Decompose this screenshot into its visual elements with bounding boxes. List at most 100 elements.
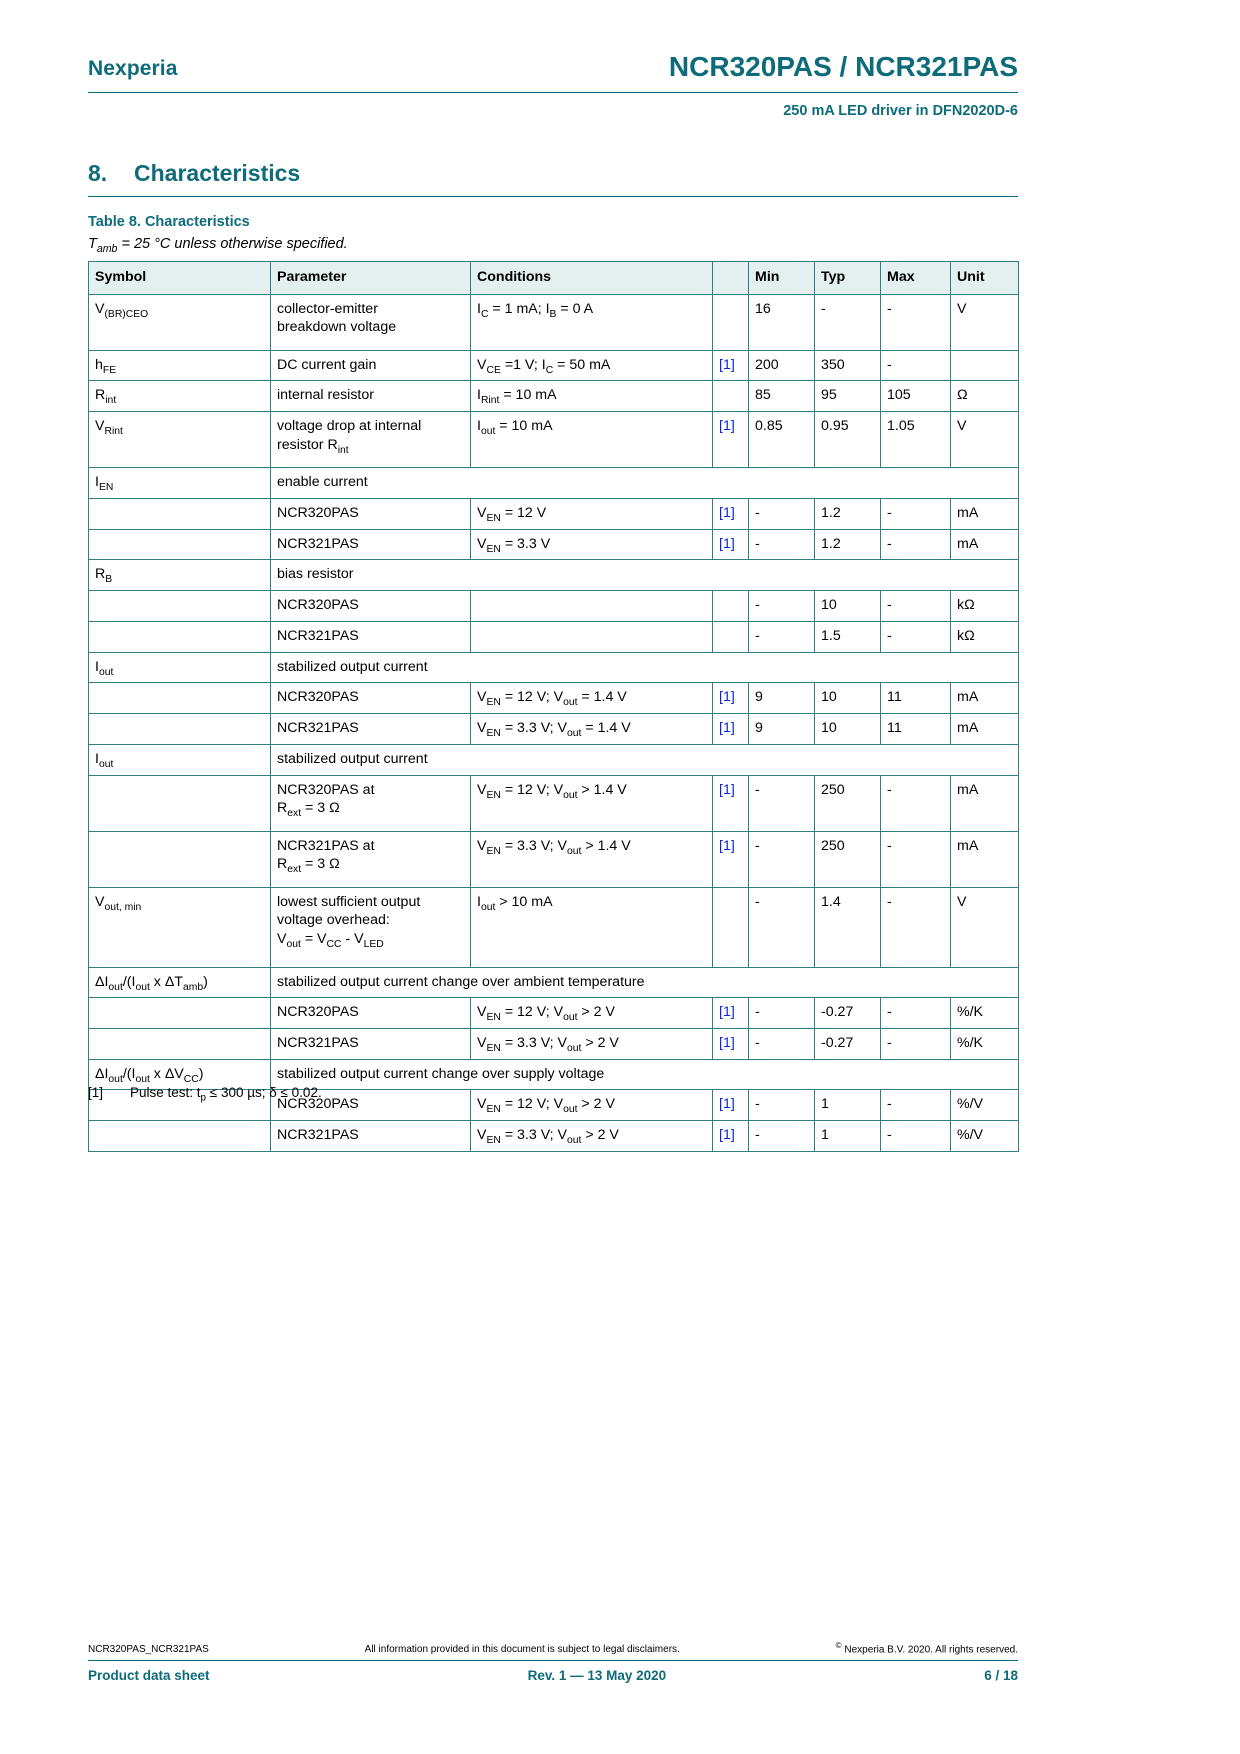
- cell-min: -: [748, 1089, 815, 1122]
- table-row: IEN enable current: [88, 467, 1019, 499]
- table-row: NCR320PAS VEN = 12 V; Vout = 1.4 V [1] 9 10 1…: [88, 682, 1019, 715]
- footnote-link[interactable]: [1]: [719, 720, 735, 737]
- cell-typ: 1.2: [814, 528, 881, 561]
- cell-reference: [1]: [712, 774, 749, 832]
- cell-reference: [1]: [712, 528, 749, 561]
- cell-unit: %/K: [950, 1028, 1019, 1060]
- cell-min: 0.85: [748, 411, 815, 469]
- characteristics-table: Symbol Parameter Conditions Min Typ Max …: [88, 261, 1019, 1152]
- table-row: ΔIout/(Iout x ΔVCC) stabilized output cur…: [88, 1058, 1019, 1091]
- col-header-ref: [712, 261, 749, 295]
- col-header-min: Min: [748, 261, 815, 295]
- footnote-marker: [1]: [88, 1085, 104, 1100]
- footnote-link[interactable]: [1]: [719, 781, 735, 798]
- table-row: Iout stabilized output current: [88, 651, 1019, 684]
- table-row: NCR320PAS VEN = 12 V [1] -1.2- mA: [88, 497, 1019, 530]
- footnote-link[interactable]: [1]: [719, 418, 735, 435]
- cell-group-parameter: stabilized output current change over am…: [270, 966, 1019, 999]
- table-row: NCR320PAS -10- kΩ: [88, 590, 1019, 622]
- cell-symbol: [88, 528, 271, 561]
- cell-symbol: [88, 830, 271, 888]
- cell-reference: [1]: [712, 411, 749, 469]
- cell-typ: 0.95: [814, 411, 881, 469]
- cell-symbol: ΔIout/(Iout x ΔTamb): [88, 966, 271, 999]
- cell-group-parameter: stabilized output current change over su…: [270, 1058, 1019, 1091]
- table-row: V(BR)CEO collector-emitter breakdown volta…: [88, 293, 1019, 351]
- table-row: hFE DC current gain VCE =1 V; IC = 50 mA [1…: [88, 349, 1019, 382]
- cell-min: -: [748, 830, 815, 888]
- cell-max: -: [880, 1120, 951, 1152]
- cell-symbol: Vout, min: [88, 886, 271, 968]
- footnote-link[interactable]: [1]: [719, 689, 735, 706]
- cell-reference: [712, 293, 749, 351]
- footer-copyright: © Nexperia B.V. 2020. All rights reserve…: [835, 1641, 1018, 1656]
- cell-reference: [712, 590, 749, 622]
- footnote-link[interactable]: [1]: [719, 837, 735, 854]
- footnote-link[interactable]: [1]: [719, 1004, 735, 1021]
- table-row: NCR321PAS VEN = 3.3 V [1] -1.2- mA: [88, 528, 1019, 561]
- cell-unit: mA: [950, 774, 1019, 832]
- footer-meta-row: NCR320PAS_NCR321PAS All information prov…: [88, 1641, 1018, 1655]
- brand-logo: Nexperia: [88, 57, 178, 81]
- footnote-link[interactable]: [1]: [719, 1127, 735, 1144]
- cell-parameter: voltage drop at internal resistor Rint: [270, 411, 471, 469]
- cell-conditions: [470, 620, 713, 653]
- cell-min: -: [748, 886, 815, 968]
- cell-reference: [1]: [712, 1089, 749, 1122]
- cell-symbol: Rint: [88, 380, 271, 413]
- page-footer: NCR320PAS_NCR321PAS All information prov…: [88, 1641, 1018, 1683]
- cell-reference: [1]: [712, 349, 749, 382]
- table-row: ΔIout/(Iout x ΔTamb) stabilized output cu…: [88, 966, 1019, 999]
- cell-symbol: RB: [88, 559, 271, 592]
- cell-reference: [712, 886, 749, 968]
- cell-unit: mA: [950, 528, 1019, 561]
- footnote-link[interactable]: [1]: [719, 1096, 735, 1113]
- col-header-unit: Unit: [950, 261, 1019, 295]
- cell-conditions: VEN = 3.3 V; Vout > 2 V: [470, 1120, 713, 1152]
- cell-parameter: NCR320PAS: [270, 497, 471, 530]
- cell-symbol: Iout: [88, 743, 271, 776]
- table-header: Symbol Parameter Conditions Min Typ Max …: [88, 261, 1019, 295]
- col-header-max: Max: [880, 261, 951, 295]
- col-header-conditions: Conditions: [470, 261, 713, 295]
- cell-max: 11: [880, 682, 951, 715]
- cell-conditions: VEN = 12 V; Vout = 1.4 V: [470, 682, 713, 715]
- cell-unit: %/V: [950, 1120, 1019, 1152]
- footnote-link[interactable]: [1]: [719, 1035, 735, 1052]
- section-heading: 8. Characteristics: [88, 160, 1018, 187]
- col-header-typ: Typ: [814, 261, 881, 295]
- table-row: NCR321PAS VEN = 3.3 V; Vout > 2 V [1] -1- %/…: [88, 1120, 1019, 1152]
- cell-symbol: [88, 682, 271, 715]
- footnote-link[interactable]: [1]: [719, 356, 735, 373]
- cell-typ: 10: [814, 713, 881, 745]
- cell-unit: V: [950, 886, 1019, 968]
- table-header-row: Symbol Parameter Conditions Min Typ Max …: [88, 261, 1019, 295]
- cell-parameter: NCR320PAS: [270, 590, 471, 622]
- cell-min: -: [748, 1120, 815, 1152]
- cell-max: -: [880, 528, 951, 561]
- cell-max: -: [880, 830, 951, 888]
- footnote-link[interactable]: [1]: [719, 504, 735, 521]
- footnote-text: Pulse test: tp ≤ 300 µs; δ ≤ 0.02.: [130, 1085, 322, 1104]
- cell-reference: [1]: [712, 497, 749, 530]
- cell-min: -: [748, 774, 815, 832]
- cell-symbol: [88, 774, 271, 832]
- cell-parameter: lowest sufficient output voltage overhead…: [270, 886, 471, 968]
- cell-parameter: DC current gain: [270, 349, 471, 382]
- cell-typ: 1.2: [814, 497, 881, 530]
- table-row: Rint internal resistor IRint = 10 mA 85 95 10…: [88, 380, 1019, 413]
- cell-unit: mA: [950, 830, 1019, 888]
- footnote-link[interactable]: [1]: [719, 535, 735, 552]
- footer-disclaimer: All information provided in this documen…: [364, 1644, 680, 1656]
- table-row: NCR320PAS VEN = 12 V; Vout > 2 V [1] -1- %/V: [88, 1089, 1019, 1122]
- cell-typ: 1.5: [814, 620, 881, 653]
- cell-max: -: [880, 1028, 951, 1060]
- cell-typ: -0.27: [814, 997, 881, 1030]
- cell-group-parameter: stabilized output current: [270, 651, 1019, 684]
- cell-symbol: [88, 713, 271, 745]
- table-row: Iout stabilized output current: [88, 743, 1019, 776]
- footer-doc-type: Product data sheet: [88, 1668, 210, 1684]
- footer-doc-id: NCR320PAS_NCR321PAS: [88, 1644, 209, 1656]
- cell-max: -: [880, 774, 951, 832]
- cell-typ: -0.27: [814, 1028, 881, 1060]
